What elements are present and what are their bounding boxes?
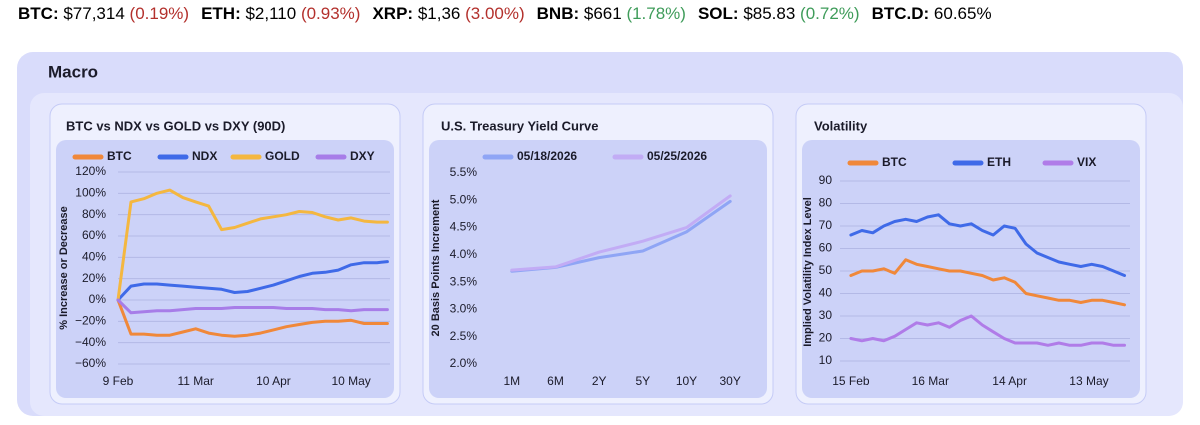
ticker-symbol: ETH:: [201, 4, 241, 23]
ticker-item: BTC.D: 60.65%: [872, 4, 992, 28]
x-tick-label: 13 May: [1069, 374, 1108, 388]
ticker-change: (3.00%): [465, 4, 525, 23]
x-tick-label: 30Y: [719, 374, 740, 388]
series-line: [116, 298, 389, 338]
ticker-price: $2,110: [245, 4, 297, 23]
y-tick-label: 30: [819, 308, 833, 322]
y-tick-label: 60: [819, 241, 833, 255]
ticker-item: ETH: $2,110 (0.93%): [201, 4, 360, 28]
y-tick-label: 5.0%: [450, 192, 478, 206]
legend-label: 05/25/2026: [647, 149, 707, 163]
plot-area: [802, 140, 1140, 398]
y-tick-label: 20: [819, 331, 833, 345]
series-line: [116, 298, 389, 315]
chart-title: BTC vs NDX vs GOLD vs DXY (90D): [66, 118, 285, 133]
legend-label: NDX: [192, 149, 217, 163]
section-title: Macro: [48, 62, 98, 81]
y-axis-label: 20 Basis Points Increment: [430, 199, 442, 336]
x-tick-label: 10 May: [331, 374, 370, 388]
ticker-item: XRP: $1,36 (3.00%): [372, 4, 524, 28]
legend-label: DXY: [350, 149, 375, 163]
y-tick-label: −40%: [75, 335, 106, 349]
series-line: [849, 314, 1126, 347]
y-tick-label: 3.0%: [450, 302, 478, 316]
ticker-item: BNB: $661 (1.78%): [537, 4, 686, 28]
y-tick-label: −20%: [75, 314, 106, 328]
legend-label: GOLD: [265, 149, 300, 163]
y-tick-label: 90: [819, 173, 833, 187]
legend-label: 05/18/2026: [517, 149, 577, 163]
x-tick-label: 1M: [503, 374, 520, 388]
ticker-price: $1,36: [417, 4, 461, 23]
y-tick-label: 4.5%: [450, 220, 478, 234]
legend-label: BTC: [882, 155, 907, 169]
y-tick-label: 3.5%: [450, 274, 478, 288]
series-line: [510, 194, 732, 272]
y-tick-label: 2.5%: [450, 329, 478, 343]
y-tick-label: 40: [819, 286, 833, 300]
ticker-symbol: BTC.D:: [871, 4, 930, 23]
y-tick-label: 50: [819, 263, 833, 277]
ticker-price: $661: [583, 4, 622, 23]
plot-area: [429, 140, 767, 398]
ticker-symbol: BTC:: [18, 4, 59, 23]
y-tick-label: 0%: [89, 292, 107, 306]
ticker-change: (0.19%): [129, 4, 190, 23]
series-line: [116, 260, 389, 302]
ticker-item: SOL: $85.83 (0.72%): [698, 4, 860, 28]
ticker-price: $77,314: [63, 4, 125, 23]
y-axis-label: Implied Volatility Index Level: [802, 197, 814, 347]
ticker-bar: BTC: $77,314 (0.19%) ETH: $2,110 (0.93%) X…: [18, 4, 992, 28]
x-tick-label: 14 Apr: [992, 374, 1027, 388]
ticker-symbol: XRP:: [372, 4, 414, 23]
y-tick-label: 70: [819, 218, 833, 232]
series-line: [849, 213, 1126, 277]
legend-label: BTC: [107, 149, 132, 163]
y-tick-label: 10: [819, 353, 833, 367]
ticker-item: BTC: $77,314 (0.19%): [18, 4, 189, 28]
x-tick-label: 10 Apr: [256, 374, 291, 388]
legend-label: ETH: [987, 155, 1011, 169]
legend-label: VIX: [1077, 155, 1096, 169]
x-tick-label: 6M: [547, 374, 564, 388]
y-tick-label: 20%: [82, 271, 106, 285]
y-tick-label: 120%: [75, 164, 106, 178]
x-tick-label: 9 Feb: [103, 374, 134, 388]
ticker-symbol: SOL:: [697, 4, 739, 23]
y-tick-label: 40%: [82, 250, 106, 264]
y-tick-label: 2.0%: [450, 356, 478, 370]
y-tick-label: 80%: [82, 207, 106, 221]
ticker-change: (1.78%): [626, 4, 686, 23]
y-axis-label: % Increase or Decrease: [58, 206, 70, 330]
y-tick-label: −60%: [75, 356, 106, 370]
x-tick-label: 11 Mar: [177, 374, 213, 388]
x-tick-label: 2Y: [592, 374, 607, 388]
series-line: [116, 188, 389, 302]
y-tick-label: 4.0%: [450, 247, 478, 261]
x-tick-label: 15 Feb: [832, 374, 870, 388]
y-tick-label: 60%: [82, 228, 106, 242]
ticker-price: 60.65%: [933, 4, 992, 23]
y-tick-label: 80: [819, 196, 833, 210]
x-tick-label: 10Y: [676, 374, 697, 388]
chart-title: Volatility: [814, 118, 868, 133]
ticker-change: (0.72%): [800, 4, 860, 23]
ticker-change: (0.93%): [300, 4, 361, 23]
x-tick-label: 16 Mar: [912, 374, 949, 388]
y-tick-label: 5.5%: [450, 165, 478, 179]
ticker-price: $85.83: [743, 4, 796, 23]
y-tick-label: 100%: [75, 186, 106, 200]
series-line: [849, 258, 1126, 307]
chart-title: U.S. Treasury Yield Curve: [441, 118, 599, 133]
x-tick-label: 5Y: [635, 374, 650, 388]
ticker-symbol: BNB:: [536, 4, 580, 23]
